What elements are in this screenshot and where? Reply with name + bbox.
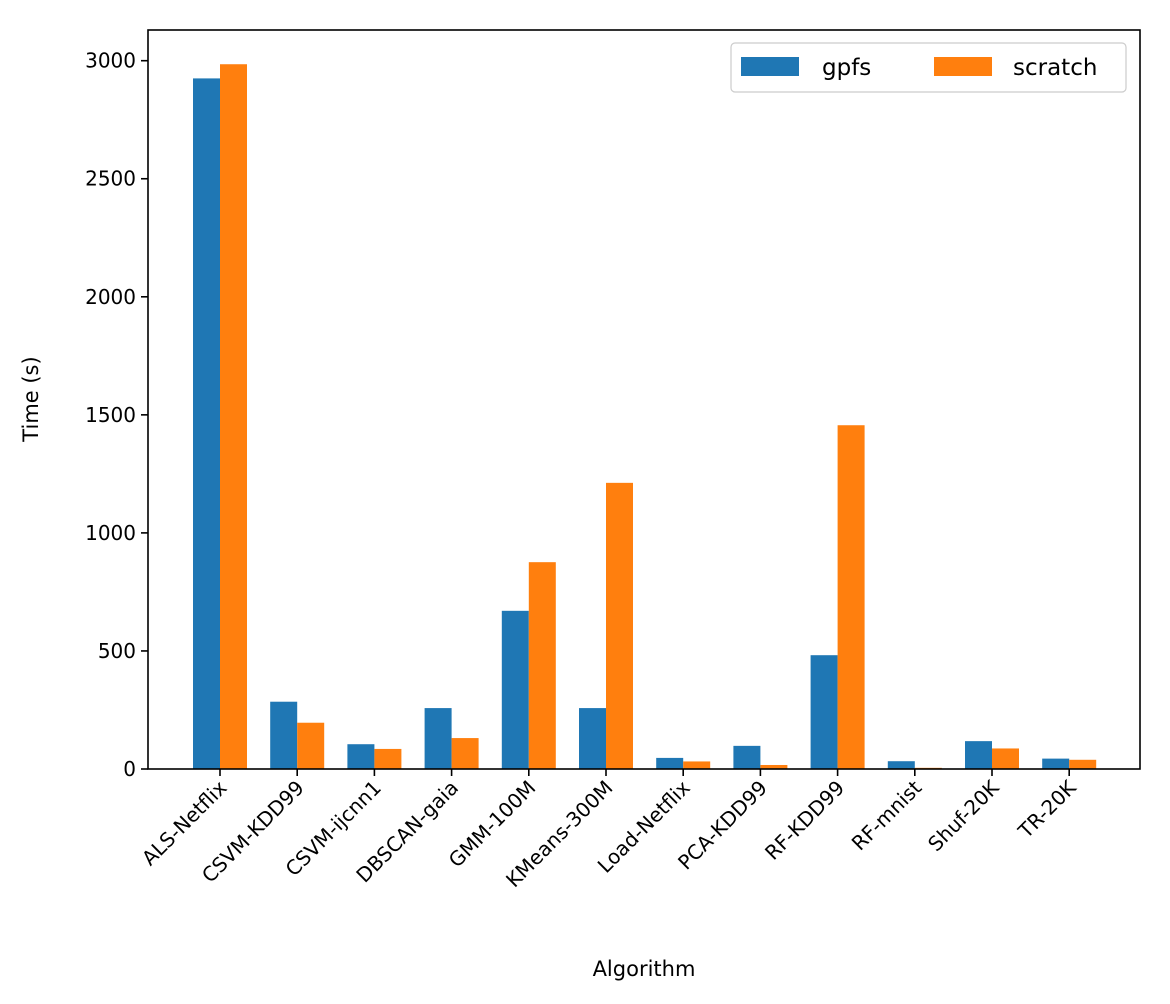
y-tick-label: 2500 — [85, 167, 136, 191]
y-tick-label: 1000 — [85, 521, 136, 545]
legend: gpfs scratch — [730, 42, 1127, 93]
x-axis: ALS-NetflixCSVM-KDD99CSVM-ijcnn1DBSCAN-g… — [137, 769, 1081, 892]
bar-scratch-KMeans-300M — [606, 482, 633, 769]
y-axis: 0 500 1000 1500 2000 2500 3000 — [85, 49, 148, 781]
bar-scratch-PCA-KDD99 — [760, 764, 788, 769]
bar-scratch-Load-Netflix — [683, 761, 711, 769]
bar-gpfs-TR-20K — [1042, 758, 1070, 769]
y-axis-label: Time (s) — [19, 356, 43, 442]
x-tick-label: RF-mnist — [847, 775, 927, 855]
bars-layer — [193, 64, 1097, 770]
bar-scratch-ALS-Netflix — [220, 64, 247, 770]
legend-swatch-gpfs — [741, 57, 799, 76]
legend-label-gpfs: gpfs — [822, 55, 871, 81]
legend-swatch-scratch — [934, 57, 992, 76]
bar-gpfs-ALS-Netflix — [193, 78, 220, 770]
bar-gpfs-CSVM-ijcnn1 — [347, 744, 375, 769]
bar-gpfs-KMeans-300M — [579, 708, 606, 769]
bar-scratch-GMM-100M — [528, 562, 556, 769]
plot-frame — [147, 29, 1141, 770]
x-tick-label: TR-20K — [1013, 775, 1082, 844]
y-tick-label: 1500 — [85, 403, 136, 427]
x-axis-label: Algorithm — [593, 957, 696, 981]
bar-scratch-Shuf-20K — [992, 748, 1019, 769]
bar-scratch-TR-20K — [1069, 759, 1097, 769]
x-tick-label: RF-KDD99 — [760, 776, 849, 865]
bar-gpfs-Load-Netflix — [656, 757, 684, 769]
y-tick-label: 0 — [123, 757, 136, 781]
legend-frame — [730, 42, 1127, 93]
legend-label-scratch: scratch — [1013, 55, 1097, 81]
bar-gpfs-Shuf-20K — [965, 741, 992, 769]
bar-scratch-DBSCAN-gaia — [451, 738, 479, 769]
bar-scratch-RF-KDD99 — [837, 425, 865, 769]
bar-gpfs-PCA-KDD99 — [733, 745, 761, 769]
y-tick-label: 3000 — [85, 49, 136, 73]
bar-scratch-CSVM-ijcnn1 — [374, 748, 402, 769]
bar-gpfs-GMM-100M — [501, 610, 529, 769]
bar-gpfs-DBSCAN-gaia — [424, 708, 452, 769]
bar-scratch-CSVM-KDD99 — [297, 722, 325, 769]
y-tick-label: 500 — [98, 639, 136, 663]
bar-gpfs-RF-mnist — [887, 761, 915, 769]
bar-gpfs-CSVM-KDD99 — [270, 701, 298, 769]
bar-gpfs-RF-KDD99 — [810, 655, 838, 769]
x-tick-label: Shuf-20K — [923, 775, 1004, 856]
y-tick-label: 2000 — [85, 285, 136, 309]
